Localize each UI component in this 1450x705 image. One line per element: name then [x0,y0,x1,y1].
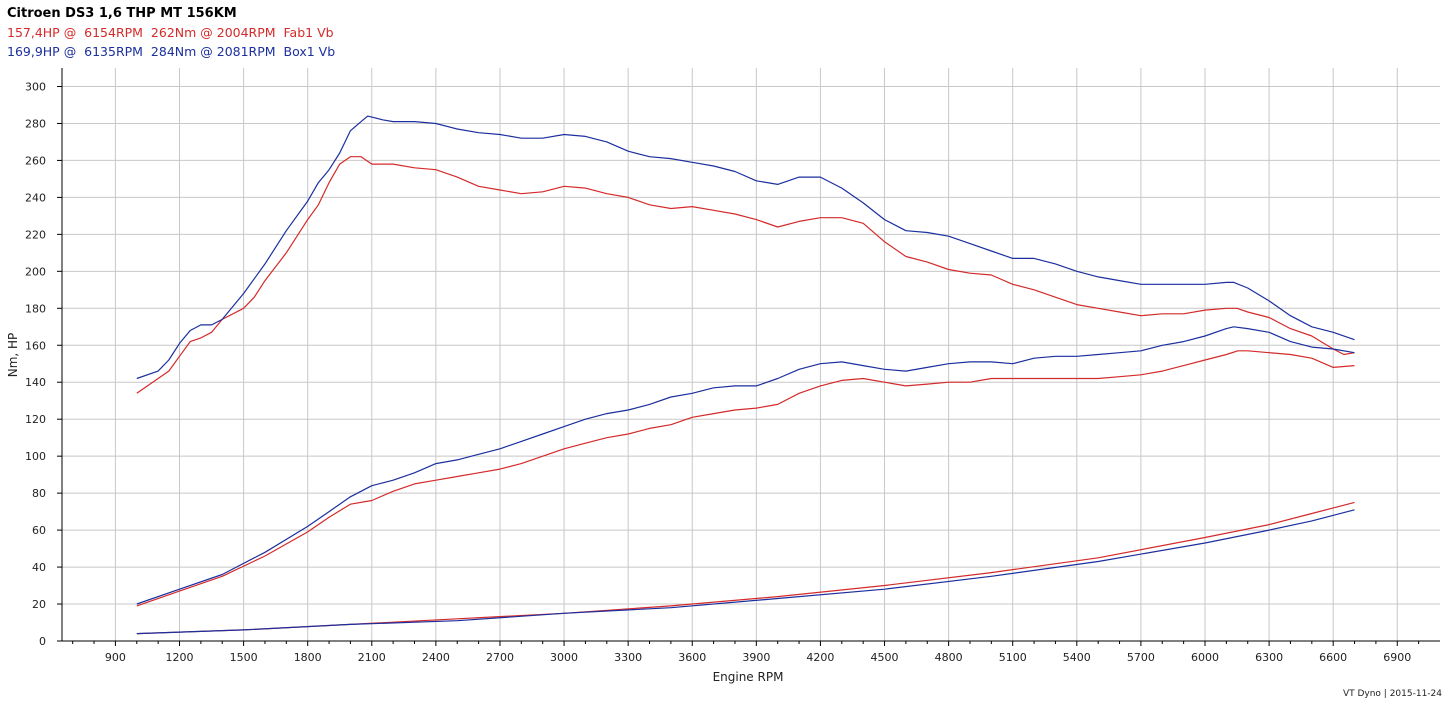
x-tick-label: 2400 [422,651,450,664]
x-tick-label: 3000 [550,651,578,664]
x-axis-label: Engine RPM [713,670,784,684]
x-tick-label: 4800 [935,651,963,664]
x-tick-label: 6600 [1319,651,1347,664]
y-tick-label: 160 [25,339,46,352]
y-tick-label: 180 [25,302,46,315]
y-tick-label: 200 [25,265,46,278]
x-tick-label: 1800 [294,651,322,664]
x-tick-label: 3900 [742,651,770,664]
box1-loss-line [136,509,1355,635]
x-tick-labels: 900 1200 1500 1800 2100 2400 2700 3000 3300 3600 3… [105,651,1411,664]
box1-power-line [136,326,1355,605]
y-tick-label: 140 [25,376,46,389]
y-tick-label: 40 [32,561,46,574]
x-tick-label: 2700 [486,651,514,664]
fab1-torque-line [136,156,1355,394]
y-tick-label: 300 [25,80,46,93]
x-tick-label: 4500 [871,651,899,664]
y-tick-label: 80 [32,487,46,500]
series-lines [136,115,1355,635]
y-tick-label: 20 [32,598,46,611]
y-tick-label: 100 [25,450,46,463]
x-tick-label: 3300 [614,651,642,664]
fab1-power-line [136,350,1355,607]
run-summary-fab1: 157,4HP @ 6154RPM 262Nm @ 2004RPM Fab1 V… [7,25,334,40]
y-tick-label: 60 [32,524,46,537]
x-tick-label: 6300 [1255,651,1283,664]
box1-torque-line [136,115,1355,380]
x-tick-label: 6000 [1191,651,1219,664]
y-tick-label: 260 [25,154,46,167]
y-axis-label: Nm, HP [6,333,20,378]
x-tick-label: 5100 [999,651,1027,664]
run-summary-box1: 169,9HP @ 6135RPM 284Nm @ 2081RPM Box1 V… [7,44,336,59]
chart-header: Citroen DS3 1,6 THP MT 156KM 157,4HP @ 6… [7,4,335,61]
chart-title: Citroen DS3 1,6 THP MT 156KM [7,6,237,21]
x-tick-label: 2100 [358,651,386,664]
x-tick-label: 6900 [1383,651,1411,664]
x-tick-label: 1200 [166,651,194,664]
y-tick-label: 240 [25,191,46,204]
y-tick-label: 220 [25,228,46,241]
grid-lines [62,68,1440,642]
y-tick-label: 280 [25,117,46,130]
y-tick-label: 0 [39,635,46,648]
y-tick-labels: 0 20 40 60 80 100 120 140 160 180 200 220 240 260 280 3… [25,80,46,648]
x-tick-label: 1500 [230,651,258,664]
footer-credit: VT Dyno | 2015-11-24 [1342,689,1442,699]
y-tick-label: 120 [25,413,46,426]
fab1-loss-line [136,501,1355,635]
x-tick-label: 3600 [678,651,706,664]
x-tick-label: 4200 [806,651,834,664]
x-tick-label: 5400 [1063,651,1091,664]
x-tick-label: 5700 [1127,651,1155,664]
x-tick-label: 900 [105,651,126,664]
axes [57,68,1440,646]
